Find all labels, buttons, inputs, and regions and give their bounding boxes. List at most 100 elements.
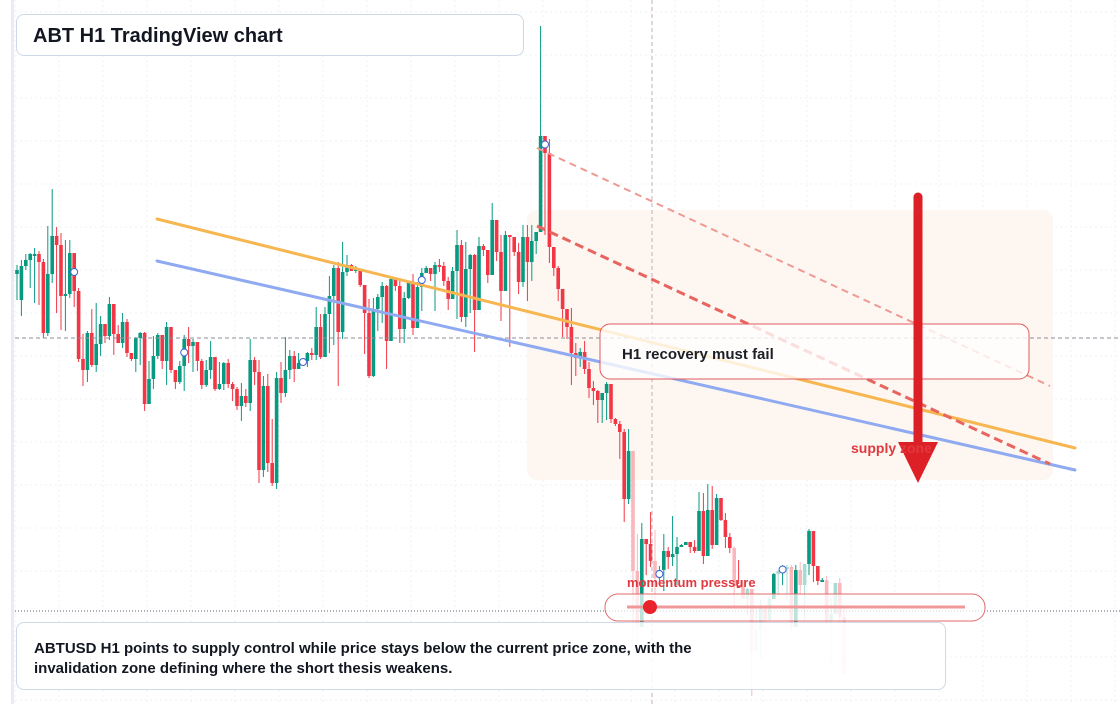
caption-text: ABTUSD H1 points to supply control while… [34,640,692,677]
candle [107,297,112,340]
candle-body [19,266,24,300]
candle-body [318,327,323,357]
candle [538,26,543,232]
candle-body [785,567,789,569]
candle [200,359,204,389]
candle-body [191,342,195,346]
candle [600,393,604,423]
candle [450,267,455,299]
candle [486,250,490,283]
candle-body [415,287,420,328]
candle-body [508,235,512,237]
candle [195,342,200,371]
candle [257,360,261,483]
candle-body [538,136,543,232]
candle [481,244,486,256]
candle-body [582,352,587,369]
candle [618,421,622,459]
candle [98,316,103,356]
candle [442,262,446,286]
candle-body [591,388,596,391]
candle-body [732,548,736,586]
candle-body [670,554,675,557]
candle [706,484,710,556]
candle [85,331,90,382]
candle-body [367,313,371,376]
candle-body [547,153,552,247]
candle-body [490,220,494,275]
signal-marker [417,276,426,284]
candle-body [692,547,697,551]
candle-body [147,379,151,404]
candle-body [525,237,530,262]
candle [15,265,19,300]
candle-body [81,359,85,370]
candle [772,573,776,599]
candle-body [512,237,516,252]
candle-body [587,369,591,388]
candle [186,327,191,363]
candle [393,279,398,291]
candle [46,226,50,336]
candle [129,353,134,361]
candle [274,372,279,489]
candle-body [644,539,648,544]
candle-body [697,511,701,551]
candle-body [226,363,230,384]
candle [596,390,600,423]
candle [816,566,820,585]
candle-body [530,241,534,262]
candle-body [15,270,19,274]
candle [406,282,411,299]
candle-body [811,531,816,566]
candle-body [494,220,499,252]
candle-body [107,304,112,336]
candle [424,266,428,273]
candle [327,276,332,353]
candle-body [736,586,741,588]
candle-body [477,246,481,310]
candle [266,374,270,472]
candle [622,429,626,522]
candle [169,327,173,373]
candle [547,139,552,263]
recovery-callout-label: H1 recovery must fail [622,346,774,363]
candle [464,242,468,327]
candle [675,537,679,585]
candle-body [274,378,279,483]
candle-body [292,356,296,369]
candle-body [604,384,609,393]
candle-body [235,389,239,406]
candle-body [46,274,50,333]
candle-body [164,327,169,361]
candle-body [103,324,107,336]
candle [217,362,222,390]
momentum-handle[interactable] [643,600,657,614]
bearish-arrow-head [898,442,938,483]
candle-body [776,571,780,574]
candle [723,513,728,548]
signal-marker [70,268,79,276]
candle-body [393,279,398,286]
candle-body [406,283,411,298]
candle-body [684,542,688,545]
candle-body [120,322,125,343]
candle-body [596,391,600,400]
candle [41,259,46,338]
candle-body [569,327,574,353]
candle-body [446,281,450,299]
candle-body [310,353,314,355]
supply-zone-label: supply zone [851,440,932,456]
candle-body [112,304,116,334]
candle [433,262,437,311]
candle-body [662,551,666,570]
candle-body [217,384,222,389]
candle-body [556,268,560,289]
candle-body [230,384,235,389]
candle-body [336,268,340,332]
candle [512,237,516,256]
candle [76,288,81,362]
candle-body [714,498,719,545]
candle-body [296,363,301,369]
